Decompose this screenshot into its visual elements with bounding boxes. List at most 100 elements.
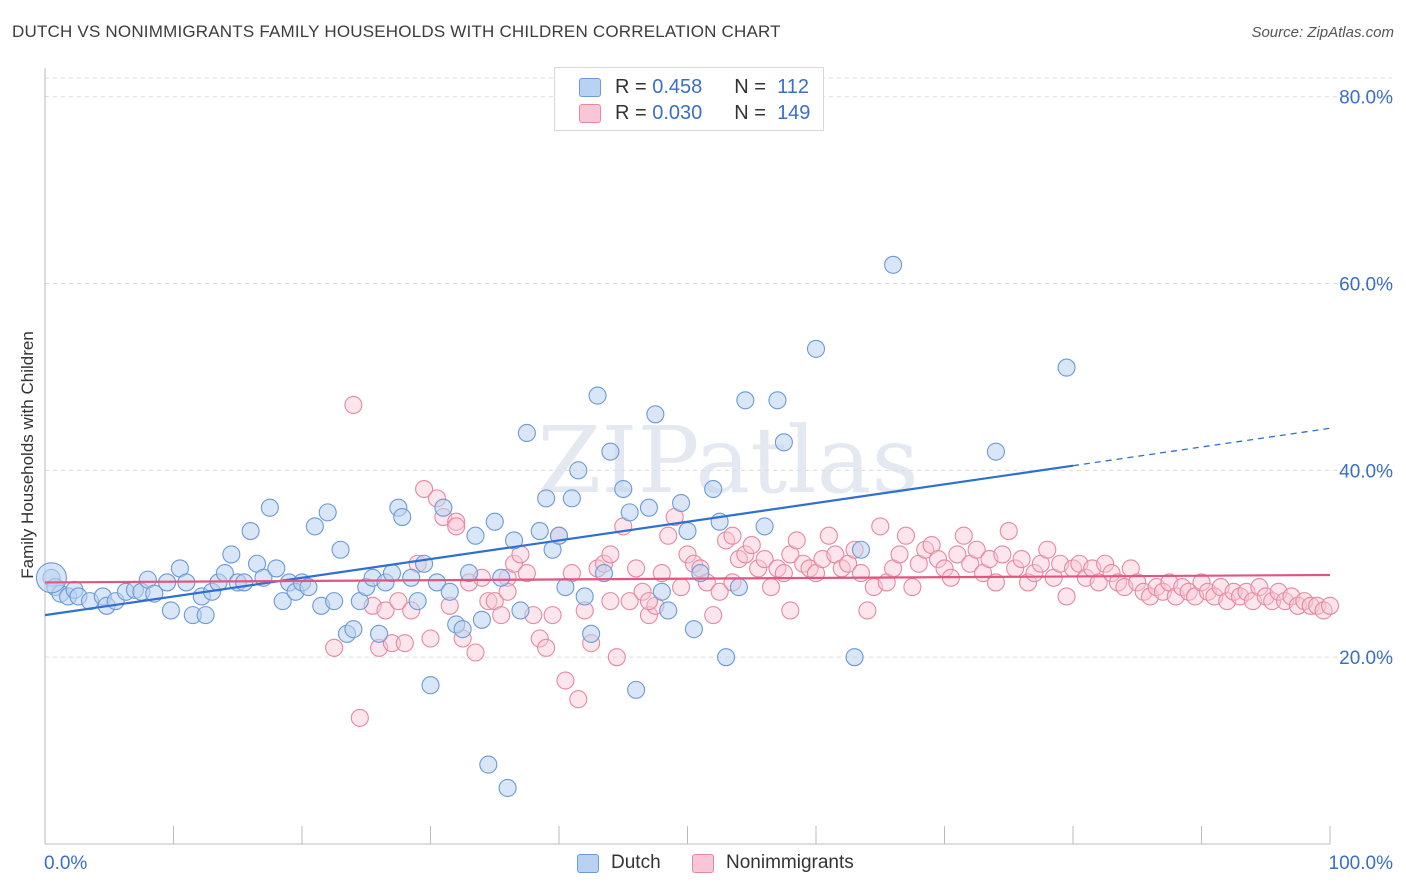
data-point xyxy=(851,540,871,559)
data-point xyxy=(1308,596,1327,615)
r-label: R = xyxy=(615,101,647,124)
data-point xyxy=(633,582,652,601)
y-axis-title: Family Households with Children xyxy=(18,331,37,579)
data-point xyxy=(672,578,691,597)
legend-label-nonimmigrants: Nonimmigrants xyxy=(726,852,854,873)
data-point xyxy=(954,526,973,545)
data-point xyxy=(569,461,588,480)
data-point xyxy=(325,592,344,611)
data-point xyxy=(999,522,1018,541)
chart-title: DUTCH VS NONIMMIGRANTS FAMILY HOUSEHOLDS… xyxy=(12,22,781,41)
data-point xyxy=(453,620,472,639)
data-point xyxy=(504,554,524,573)
data-point xyxy=(716,531,736,550)
data-point xyxy=(986,442,1005,461)
data-point xyxy=(806,339,826,358)
data-point xyxy=(402,568,421,587)
data-point xyxy=(1173,578,1192,597)
data-point xyxy=(781,601,800,620)
stats-box: R = 0.458 N = 112 R = 0.030 N = 149 xyxy=(554,67,824,131)
data-point xyxy=(331,540,350,559)
data-point xyxy=(440,582,459,601)
y-tick-label: 80.0% xyxy=(1339,88,1393,109)
data-point xyxy=(517,564,536,583)
data-point xyxy=(260,498,279,517)
data-point xyxy=(350,708,369,727)
stats-row-nonimmigrants: R = 0.030 N = 149 xyxy=(579,101,810,125)
data-point xyxy=(537,489,556,508)
data-point xyxy=(530,629,549,648)
data-point xyxy=(479,755,498,774)
data-point xyxy=(492,606,511,625)
data-point xyxy=(498,778,517,798)
data-point xyxy=(466,526,485,545)
data-point xyxy=(1314,601,1333,620)
data-point xyxy=(768,559,787,578)
trend-line-dutch xyxy=(44,464,1074,617)
data-point xyxy=(646,405,665,424)
data-point xyxy=(1192,573,1211,592)
data-point xyxy=(948,545,967,564)
data-point xyxy=(161,601,180,620)
data-point xyxy=(325,638,344,657)
data-point xyxy=(819,526,838,545)
data-point xyxy=(299,578,318,597)
data-point xyxy=(556,578,575,597)
data-point xyxy=(370,624,389,643)
data-point xyxy=(761,578,781,597)
data-point xyxy=(305,517,324,536)
legend-item-nonimmigrants[interactable]: Nonimmigrants xyxy=(692,852,854,874)
data-point xyxy=(607,648,626,667)
data-point xyxy=(1320,596,1340,615)
data-point xyxy=(620,503,639,522)
data-point xyxy=(710,582,729,601)
data-point xyxy=(511,601,530,620)
legend-item-dutch[interactable]: Dutch xyxy=(577,852,661,874)
data-point xyxy=(1128,573,1147,592)
data-point xyxy=(774,433,793,452)
data-point xyxy=(627,559,646,578)
data-point xyxy=(736,545,755,564)
data-point xyxy=(903,578,922,597)
data-point xyxy=(678,522,697,541)
data-point xyxy=(382,634,402,653)
data-point xyxy=(479,592,498,611)
data-point xyxy=(569,690,588,709)
data-point xyxy=(241,522,260,541)
data-point xyxy=(684,620,703,639)
data-point xyxy=(466,643,485,662)
data-point xyxy=(755,550,774,569)
data-point xyxy=(678,545,697,564)
r-label: R = xyxy=(615,75,647,98)
data-point xyxy=(556,671,575,690)
data-point xyxy=(485,512,504,531)
stats-row-dutch: R = 0.458 N = 112 xyxy=(579,75,809,99)
data-point xyxy=(672,493,691,513)
n-label: N = xyxy=(734,75,766,98)
data-point xyxy=(704,479,723,499)
data-point xyxy=(691,564,710,583)
data-point xyxy=(755,517,774,536)
y-tick-label: 60.0% xyxy=(1339,275,1393,296)
data-point xyxy=(896,526,916,545)
data-point xyxy=(575,587,594,606)
data-point xyxy=(890,545,909,564)
data-point xyxy=(1038,540,1057,559)
data-point xyxy=(447,517,466,536)
data-point xyxy=(395,634,414,653)
data-point xyxy=(704,606,723,625)
data-point xyxy=(537,638,556,657)
data-point xyxy=(652,564,671,583)
data-point xyxy=(993,545,1012,564)
data-point xyxy=(794,554,813,573)
data-point xyxy=(601,592,620,611)
data-point xyxy=(504,531,524,550)
data-point xyxy=(389,592,408,611)
data-point xyxy=(344,620,363,639)
data-point xyxy=(858,601,877,620)
data-point xyxy=(582,624,601,643)
trend-line-nonimmigrants xyxy=(44,573,1331,584)
data-point xyxy=(614,479,633,499)
n-value: 149 xyxy=(777,101,811,124)
